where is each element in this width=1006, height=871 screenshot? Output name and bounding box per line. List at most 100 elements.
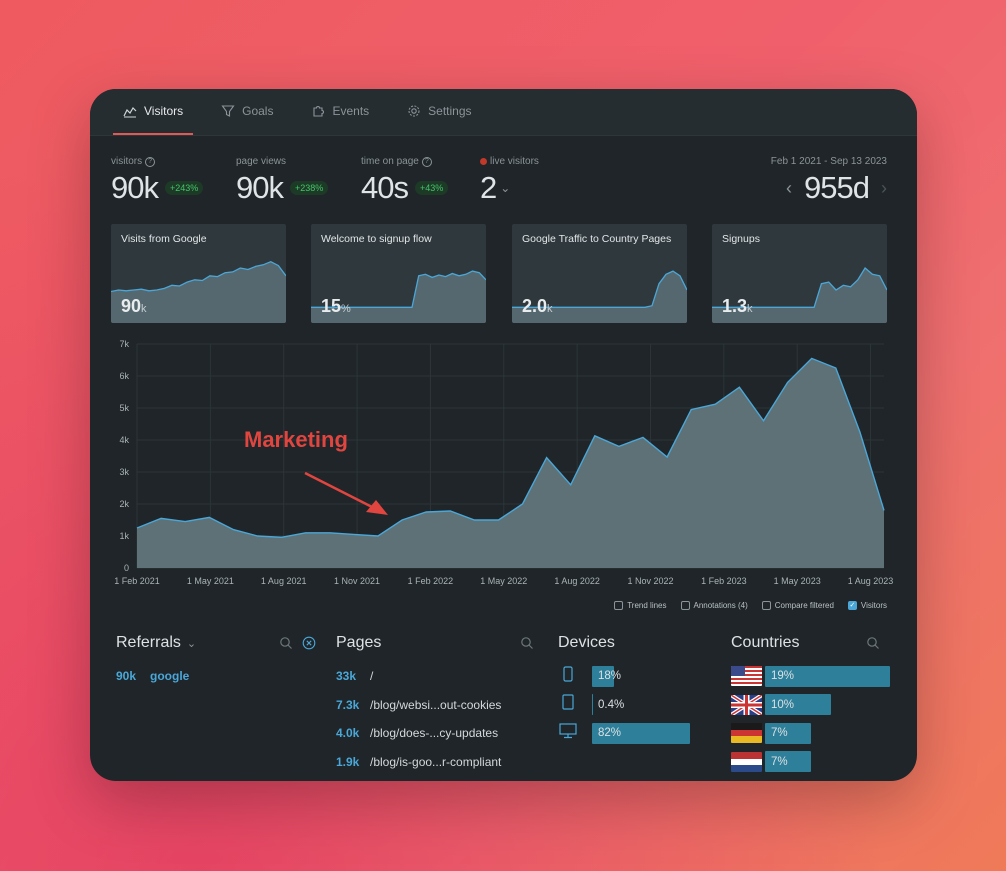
date-range: Feb 1 2021 - Sep 13 2023 ‹ 955d › — [771, 156, 887, 206]
device-row[interactable]: 82% — [558, 719, 718, 748]
x-tick-label: 1 May 2021 — [187, 576, 234, 586]
checkbox[interactable] — [680, 601, 690, 610]
referral-count: 90k — [116, 669, 137, 684]
mini-sparkline — [311, 270, 486, 323]
date-range-label: Feb 1 2021 - Sep 13 2023 — [770, 156, 887, 167]
x-tick-label: 1 Nov 2021 — [334, 576, 380, 586]
stat-page-views[interactable]: page views 90k +238% — [236, 156, 329, 206]
stat-label: visitors — [111, 156, 143, 167]
visitors-chart-svg: 0 1k 2k 3k 4k 5k 6k 7k 1 Feb 2021 1 May 2021 1 Aug… — [114, 339, 894, 586]
x-tick-label: 1 Feb 2021 — [114, 576, 160, 586]
search-icon[interactable] — [866, 636, 880, 655]
referrals-panel: Referrals ⌄ 90k google — [116, 634, 316, 691]
stat-time-on-page[interactable]: time on page? 40s +43% — [361, 156, 449, 206]
funnel-icon — [221, 105, 235, 117]
checkbox[interactable] — [614, 601, 624, 610]
country-bar — [765, 722, 812, 744]
help-icon[interactable]: ? — [421, 156, 432, 167]
device-bar — [592, 722, 691, 744]
country-row[interactable]: 19% — [731, 662, 891, 691]
y-tick-label: 7k — [119, 339, 129, 349]
goal-card[interactable]: Visits from Google 90k — [111, 224, 286, 323]
panel-title: Devices — [558, 634, 615, 651]
annotation-arrow-icon — [304, 471, 388, 515]
tablet-icon — [558, 694, 578, 715]
tab-label: Visitors — [144, 104, 184, 118]
tab-bar: Visitors Goals Events Settings — [90, 89, 917, 136]
devices-panel: Devices 18% 0.4% 82% — [558, 634, 718, 748]
chevron-down-icon[interactable]: ⌄ — [186, 637, 197, 650]
uk-flag-icon — [731, 694, 762, 715]
tab-visitors[interactable]: Visitors — [113, 89, 194, 135]
list-item[interactable]: 90k google — [116, 662, 316, 691]
toggle-compare-filtered[interactable]: Compare filtered — [761, 601, 834, 610]
date-range-value: 955d — [804, 170, 870, 205]
country-row[interactable]: 7% — [731, 719, 891, 748]
goal-cards: Visits from Google 90k Welcome to signup… — [111, 224, 887, 323]
panel-title: Referrals — [116, 634, 181, 651]
tab-goals[interactable]: Goals — [211, 89, 283, 135]
goal-value: 1.3k — [722, 296, 753, 316]
visitors-area — [137, 358, 884, 568]
goal-value: 2.0k — [522, 296, 553, 316]
x-tick-label: 1 Feb 2022 — [408, 576, 454, 586]
de-flag-icon — [731, 723, 762, 744]
x-tick-label: 1 Feb 2023 — [701, 576, 747, 586]
y-tick-label: 1k — [119, 531, 129, 541]
y-tick-label: 3k — [119, 467, 129, 477]
sparkline-line — [111, 260, 286, 293]
country-bar — [765, 694, 831, 716]
tab-label: Settings — [428, 104, 472, 118]
chart-legend: Trend lines Annotations (4) Compare filt… — [614, 601, 887, 610]
goal-card[interactable]: Welcome to signup flow 15% — [311, 224, 486, 323]
list-item[interactable]: 33k / — [336, 669, 374, 684]
goal-title: Welcome to signup flow — [321, 233, 432, 245]
country-row[interactable]: 7% — [731, 748, 891, 777]
stat-label: time on page — [361, 156, 419, 167]
goal-card[interactable]: Signups 1.3k — [712, 224, 887, 323]
x-tick-label: 1 May 2023 — [774, 576, 821, 586]
list-item[interactable]: 7.3k/blog/websi...out-cookies — [336, 697, 502, 712]
sparkline-area — [712, 268, 887, 323]
tab-settings[interactable]: Settings — [397, 89, 481, 135]
sparkline-line — [512, 270, 687, 308]
goal-card[interactable]: Google Traffic to Country Pages 2.0k — [512, 224, 687, 323]
toggle-trend-lines[interactable]: Trend lines — [614, 601, 667, 610]
stat-label: page views — [236, 156, 287, 167]
checkbox[interactable] — [761, 601, 771, 610]
change-badge: +243% — [164, 181, 204, 195]
chevron-left-icon[interactable]: ‹ — [786, 177, 793, 198]
country-row[interactable]: 10% — [731, 691, 891, 720]
toggle-visitors[interactable]: ✓ Visitors — [847, 601, 887, 610]
device-bar — [592, 665, 614, 687]
mini-sparkline — [512, 270, 687, 323]
toggle-annotations[interactable]: Annotations (4) — [680, 601, 748, 610]
stat-value: 90k — [111, 170, 159, 205]
stat-value: 40s — [361, 170, 409, 205]
list-item[interactable]: 1.9k/blog/is-goo...r-compliant — [336, 754, 502, 769]
visitors-chart[interactable]: 0 1k 2k 3k 4k 5k 6k 7k 1 Feb 2021 1 May 2021 1 Aug… — [90, 334, 917, 624]
change-badge: +43% — [414, 181, 449, 195]
x-tick-label: 1 Aug 2022 — [554, 576, 600, 586]
device-row[interactable]: 18% — [558, 662, 718, 691]
stat-visitors[interactable]: visitors? 90k +243% — [111, 156, 204, 206]
stat-live-visitors[interactable]: live visitors 2 ⌄ — [480, 156, 539, 206]
us-flag-icon — [731, 666, 762, 687]
nl-flag-icon — [731, 751, 762, 772]
help-icon[interactable]: ? — [145, 156, 156, 167]
chevron-right-icon[interactable]: › — [881, 177, 887, 198]
clear-filter-icon[interactable] — [302, 636, 316, 655]
chevron-down-icon[interactable]: ⌄ — [500, 181, 511, 195]
x-tick-label: 1 Aug 2023 — [848, 576, 894, 586]
tab-events[interactable]: Events — [301, 89, 379, 135]
stats-row: visitors? 90k +243% page views 90k +238% t… — [90, 136, 917, 214]
device-row[interactable]: 0.4% — [558, 691, 718, 720]
search-icon[interactable] — [520, 636, 534, 655]
list-item[interactable]: 4.0k/blog/does-...cy-updates — [336, 726, 499, 741]
puzzle-icon — [313, 105, 325, 117]
y-tick-label: 5k — [119, 403, 129, 413]
countries-panel: Countries 19% 10% 7% 7% — [731, 634, 891, 776]
search-icon[interactable] — [279, 636, 293, 655]
sparkline-line — [311, 270, 486, 308]
checkbox-checked[interactable]: ✓ — [847, 601, 857, 610]
